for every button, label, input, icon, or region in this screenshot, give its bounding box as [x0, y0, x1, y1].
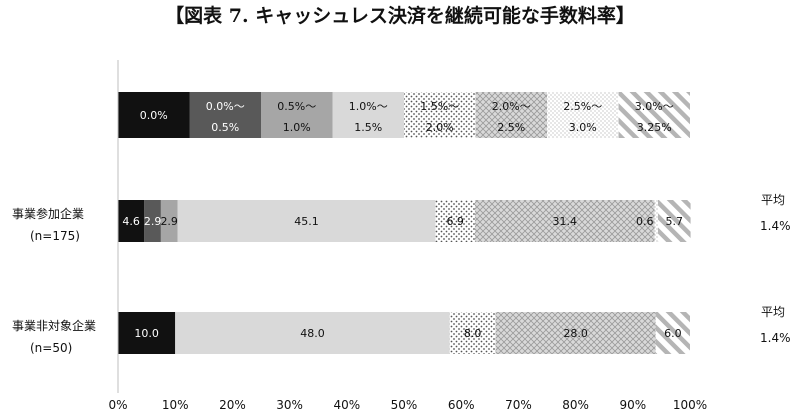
data-label: 8.0: [464, 327, 482, 340]
x-tick-label: 40%: [333, 398, 360, 412]
chart-title: 【図表 7. キャッシュレス決済を継続可能な手数料率】: [165, 4, 635, 27]
bar-segment: [118, 200, 145, 242]
legend-swatch: [404, 92, 476, 138]
data-label: 4.6: [122, 215, 140, 228]
legend-swatch: [475, 92, 547, 138]
bars: 4.6 2.9 2.9 45.1 6.9 31.4 0.6 5.7 10.0 48.0 8.0 28.…: [118, 200, 691, 354]
legend-label: 0.0%～: [206, 100, 245, 113]
bar-segment: [495, 312, 656, 354]
data-label: 0.6: [636, 215, 654, 228]
legend-label: 0.5%～: [277, 100, 316, 113]
average-labels: 平均 1.4% 平均 1.4%: [760, 193, 791, 345]
bar-segment: [175, 312, 450, 354]
x-tick-label: 90%: [619, 398, 646, 412]
x-axis-ticks: 0% 10% 20% 30% 40% 50% 60% 70% 80% 90% 100%: [108, 398, 707, 412]
bar-segment: [160, 200, 178, 242]
bar-segment: [657, 200, 691, 242]
x-tick-label: 20%: [219, 398, 246, 412]
legend-label: 1.0%: [283, 121, 311, 134]
bar-segment: [177, 200, 436, 242]
x-tick-label: 80%: [562, 398, 589, 412]
data-label: 45.1: [294, 215, 319, 228]
data-label: 6.0: [664, 327, 682, 340]
bar-segment: [435, 200, 475, 242]
legend-label: 3.25%: [637, 121, 672, 134]
bar-segment: [474, 200, 655, 242]
legend: 0.0% 0.0%～ 0.5% 0.5%～ 1.0% 1.0%～ 1.5% 1.5%～ 2.0%…: [118, 92, 690, 138]
category-label: 事業非対象企業: [12, 318, 96, 333]
legend-label: 0.0%: [140, 109, 168, 122]
average-title: 平均: [761, 305, 785, 319]
data-label: 31.4: [552, 215, 577, 228]
legend-label: 0.5%: [211, 121, 239, 134]
data-label: 2.9: [144, 215, 162, 228]
bar-segment: [118, 312, 176, 354]
bar-segment: [654, 200, 658, 242]
data-label: 5.7: [666, 215, 684, 228]
legend-swatch: [618, 92, 690, 138]
category-label: 事業参加企業: [12, 206, 84, 221]
bar-segment: [449, 312, 496, 354]
legend-label: 1.5%: [354, 121, 382, 134]
data-label: 6.9: [446, 215, 464, 228]
bar-segment: [655, 312, 690, 354]
legend-swatch: [547, 92, 619, 138]
x-tick-label: 10%: [162, 398, 189, 412]
legend-swatch: [332, 92, 404, 138]
legend-label: 1.0%～: [349, 100, 388, 113]
legend-label: 3.0%: [569, 121, 597, 134]
data-label: 48.0: [300, 327, 325, 340]
data-label: 2.9: [160, 215, 178, 228]
legend-label: 2.0%～: [492, 100, 531, 113]
legend-swatch: [189, 92, 261, 138]
x-tick-label: 30%: [276, 398, 303, 412]
data-label: 28.0: [563, 327, 588, 340]
x-tick-label: 70%: [505, 398, 532, 412]
average-value: 1.4%: [760, 219, 791, 233]
x-tick-label: 60%: [448, 398, 475, 412]
legend-label: 2.0%: [426, 121, 454, 134]
x-tick-label: 0%: [108, 398, 127, 412]
category-n-label: (n=175): [30, 229, 80, 243]
category-labels: 事業参加企業 (n=175) 事業非対象企業 (n=50): [12, 206, 96, 355]
legend-label: 2.5%～: [563, 100, 602, 113]
average-title: 平均: [761, 193, 785, 207]
category-n-label: (n=50): [30, 341, 72, 355]
legend-label: 2.5%: [497, 121, 525, 134]
x-tick-label: 50%: [391, 398, 418, 412]
x-tick-label: 100%: [673, 398, 707, 412]
legend-swatch: [261, 92, 333, 138]
legend-label: 3.0%～: [635, 100, 674, 113]
data-label: 10.0: [134, 327, 159, 340]
legend-swatch: [118, 92, 190, 138]
legend-label: 1.5%～: [420, 100, 459, 113]
average-value: 1.4%: [760, 331, 791, 345]
bar-segment: [144, 200, 161, 242]
